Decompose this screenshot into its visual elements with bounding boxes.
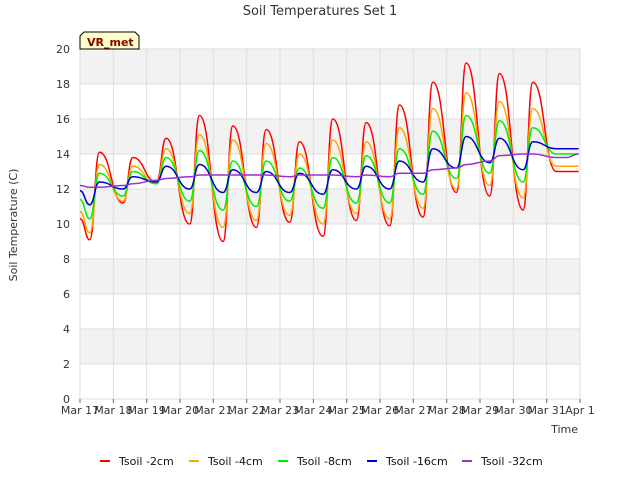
x-tick-label: Mar 30	[494, 404, 532, 417]
legend-label: Tsoil -2cm	[118, 455, 174, 468]
series-line-tsoil-2cm	[79, 62, 579, 243]
x-tick-label: Mar 26	[361, 404, 399, 417]
plot-band	[80, 329, 580, 364]
x-tick-label: Mar 21	[194, 404, 232, 417]
badge-box	[79, 31, 140, 50]
x-tick-label: Mar 25	[328, 404, 366, 417]
series-line-tsoil-32cm	[79, 153, 579, 189]
x-tick-label: Apr 1	[565, 404, 595, 417]
legend: Tsoil -2cm Tsoil -4cm Tsoil -8cm Tsoil -16c…	[100, 455, 543, 468]
y-tick-label: 16	[56, 113, 70, 126]
series-lines	[79, 62, 579, 243]
site-badge: VR_met	[79, 31, 140, 50]
x-tick-label: Mar 29	[461, 404, 499, 417]
x-tick-label: Mar 19	[128, 404, 166, 417]
plot-band	[80, 259, 580, 294]
y-tick-label: 14	[56, 148, 70, 161]
plot-band	[80, 364, 580, 399]
legend-label: Tsoil -32cm	[480, 455, 543, 468]
legend-label: Tsoil -8cm	[296, 455, 352, 468]
y-tick-label: 8	[63, 253, 70, 266]
x-tick-label: Mar 18	[94, 404, 132, 417]
plot-band	[80, 49, 580, 84]
y-axis-ticks: 0 2 4 6 8 10 12 14 16 18 20	[56, 43, 70, 406]
y-tick-label: 20	[56, 43, 70, 56]
y-tick-label: 10	[56, 218, 70, 231]
y-tick-label: 18	[56, 78, 70, 91]
x-tick-label: Mar 20	[161, 404, 199, 417]
y-axis-title: Soil Temperature (C)	[7, 169, 20, 282]
chart-title: Soil Temperatures Set 1	[243, 4, 398, 19]
x-tick-label: Mar 23	[261, 404, 299, 417]
x-tick-label: Mar 24	[294, 404, 332, 417]
y-tick-label: 2	[63, 358, 70, 371]
plot-band	[80, 224, 580, 259]
plot-band	[80, 189, 580, 224]
y-tick-label: 6	[63, 288, 70, 301]
y-tick-label: 0	[63, 393, 70, 406]
plot-band	[80, 294, 580, 329]
badge-label: VR_met	[87, 36, 134, 49]
x-axis-title: Time	[550, 423, 578, 436]
legend-label: Tsoil -4cm	[207, 455, 263, 468]
x-tick-label: Mar 17	[61, 404, 99, 417]
x-tick-label: Mar 28	[428, 404, 466, 417]
x-tick-label: Mar 31	[528, 404, 566, 417]
series-line-tsoil-4cm	[79, 92, 579, 234]
x-tick-label: Mar 22	[228, 404, 266, 417]
series-line-tsoil-16cm	[79, 135, 579, 206]
y-tick-label: 4	[63, 323, 70, 336]
x-tick-label: Mar 27	[394, 404, 432, 417]
legend-label: Tsoil -16cm	[385, 455, 448, 468]
y-tick-label: 12	[56, 183, 70, 196]
